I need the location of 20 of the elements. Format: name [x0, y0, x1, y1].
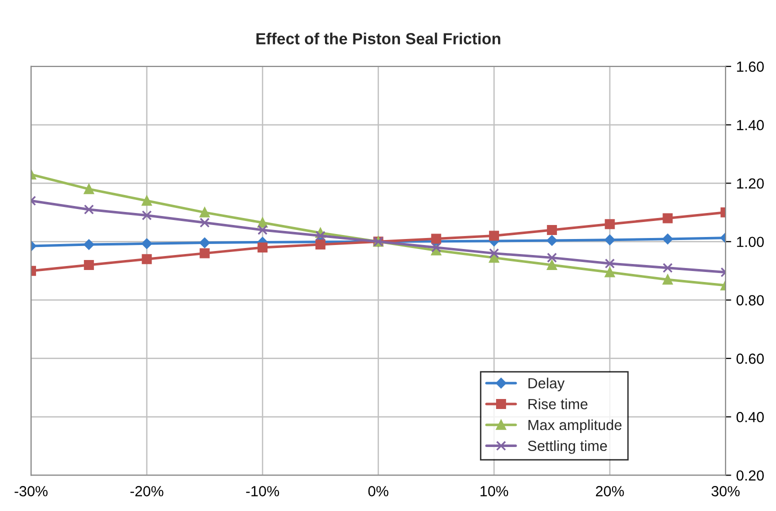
legend-label: Max amplitude	[528, 419, 622, 434]
y-tick-label: 1.00	[737, 236, 764, 248]
y-tick-label: 0.60	[736, 354, 764, 364]
y-tick-label: 0.40	[736, 412, 764, 422]
legend-label: Settling time	[528, 440, 607, 454]
x-tick-label: -20%	[130, 486, 164, 496]
y-tick-label: 1.40	[737, 120, 764, 130]
y-tick-label: 0.20	[736, 470, 764, 481]
x-tick-label: -30%	[14, 486, 48, 496]
x-tick-label: 30%	[712, 486, 740, 496]
y-tick-label: 1.20	[737, 178, 764, 189]
x-tick-label: 0%	[368, 486, 388, 496]
legend-label: Delay	[528, 378, 565, 392]
chart-title: Effect of the Piston Seal Friction	[256, 32, 500, 44]
x-tick-label: 10%	[480, 486, 508, 496]
x-tick-label: -10%	[246, 486, 280, 496]
x-tick-label: 20%	[596, 486, 624, 496]
y-tick-label: 0.80	[736, 295, 764, 306]
legend-label: Rise time	[528, 398, 588, 410]
y-tick-label: 1.60	[737, 62, 764, 72]
